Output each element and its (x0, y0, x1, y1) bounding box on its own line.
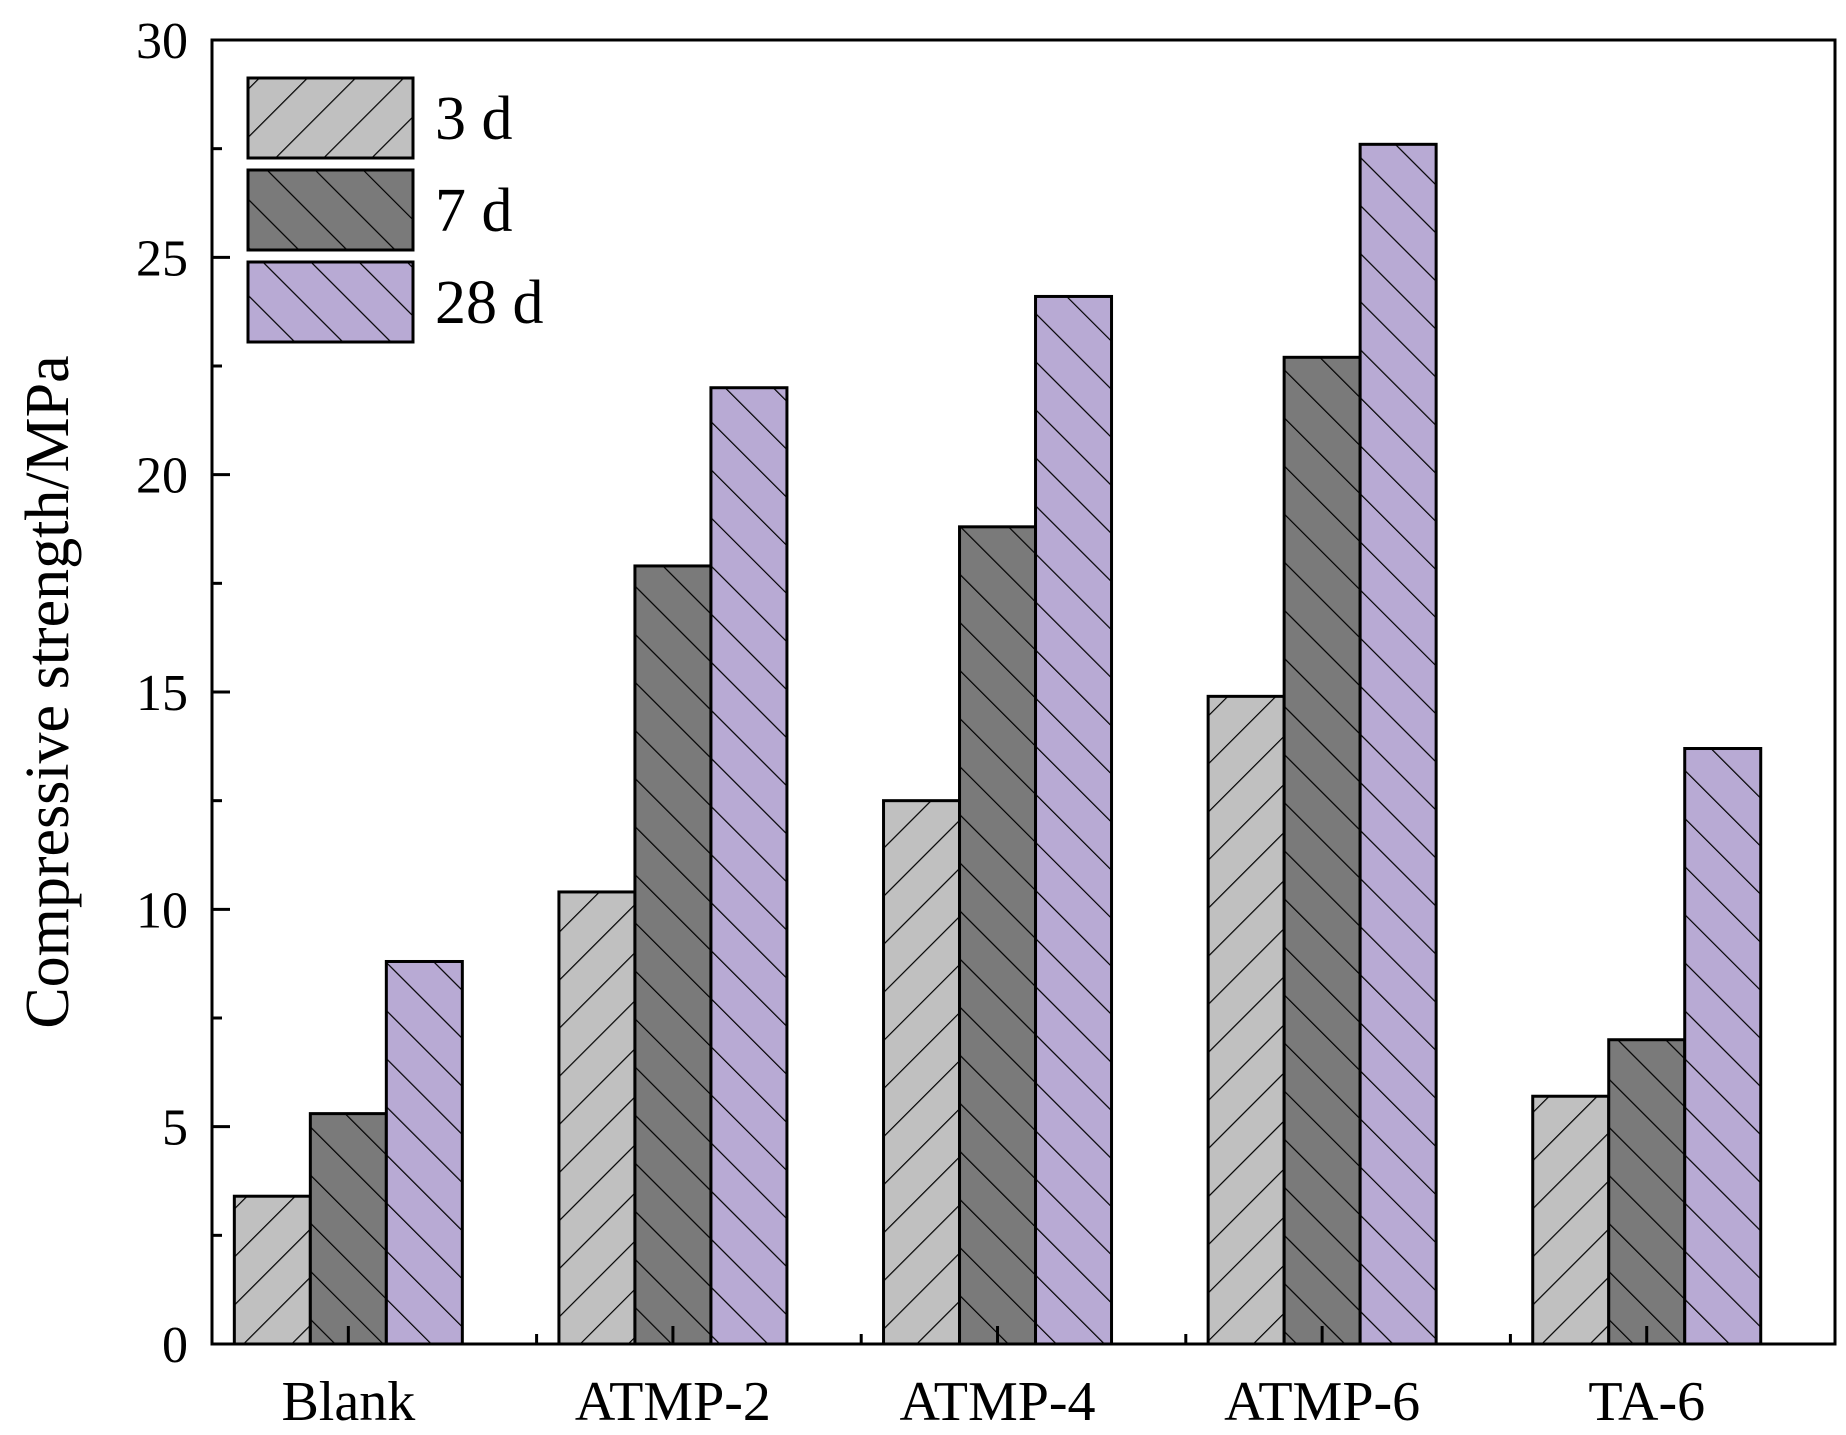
bar-3d-ta-6 (1531, 1094, 1611, 1346)
bar-28d-atmp-2 (709, 386, 789, 1346)
x-tick-label-atmp-2: ATMP-2 (575, 1371, 771, 1433)
bar-7d-atmp-6 (1282, 355, 1362, 1346)
legend-item-3d: 3 d (246, 76, 513, 160)
legend-item-28d: 28 d (246, 260, 544, 344)
bar-3d-atmp-6 (1206, 694, 1286, 1346)
bar-28d-atmp-6 (1358, 142, 1438, 1346)
y-tick-label: 30 (136, 13, 188, 70)
bar-3d-atmp-2 (557, 890, 637, 1346)
x-tick-label-ta-6: TA-6 (1588, 1371, 1705, 1433)
bar-7d-blank (308, 1112, 388, 1346)
bar-7d-atmp-2 (633, 564, 713, 1346)
x-tick-label-atmp-6: ATMP-6 (1224, 1371, 1420, 1433)
bar-3d-atmp-4 (882, 799, 962, 1346)
y-axis-title: Compressive strength/MPa (14, 355, 82, 1028)
y-tick-label: 15 (136, 665, 188, 722)
y-tick-label: 20 (136, 448, 188, 505)
bar-7d-atmp-4 (958, 525, 1038, 1346)
legend-item-7d: 7 d (246, 168, 513, 252)
bar-28d-atmp-4 (1034, 294, 1114, 1346)
x-tick-label-atmp-4: ATMP-4 (900, 1371, 1096, 1433)
y-tick-label: 5 (162, 1100, 188, 1157)
legend: 3 d 7 d 28 d (246, 76, 544, 344)
legend-label-3d: 3 d (435, 85, 513, 153)
bars-layer (232, 142, 1763, 1346)
y-tick-label: 10 (136, 882, 188, 939)
bar-7d-ta-6 (1607, 1038, 1687, 1346)
x-tick-label-blank: Blank (281, 1371, 415, 1433)
axis-layer: 0 5 10 15 20 25 30 Blank ATMP-2 ATMP-4 ATMP-6 TA-6 (136, 13, 1705, 1433)
bar-3d-blank (232, 1194, 312, 1346)
y-tick-label: 25 (136, 230, 188, 287)
bar-28d-ta-6 (1683, 747, 1763, 1346)
bar-28d-blank (384, 959, 464, 1346)
y-tick-label: 0 (162, 1317, 188, 1374)
legend-label-7d: 7 d (435, 177, 513, 245)
legend-label-28d: 28 d (435, 269, 544, 337)
